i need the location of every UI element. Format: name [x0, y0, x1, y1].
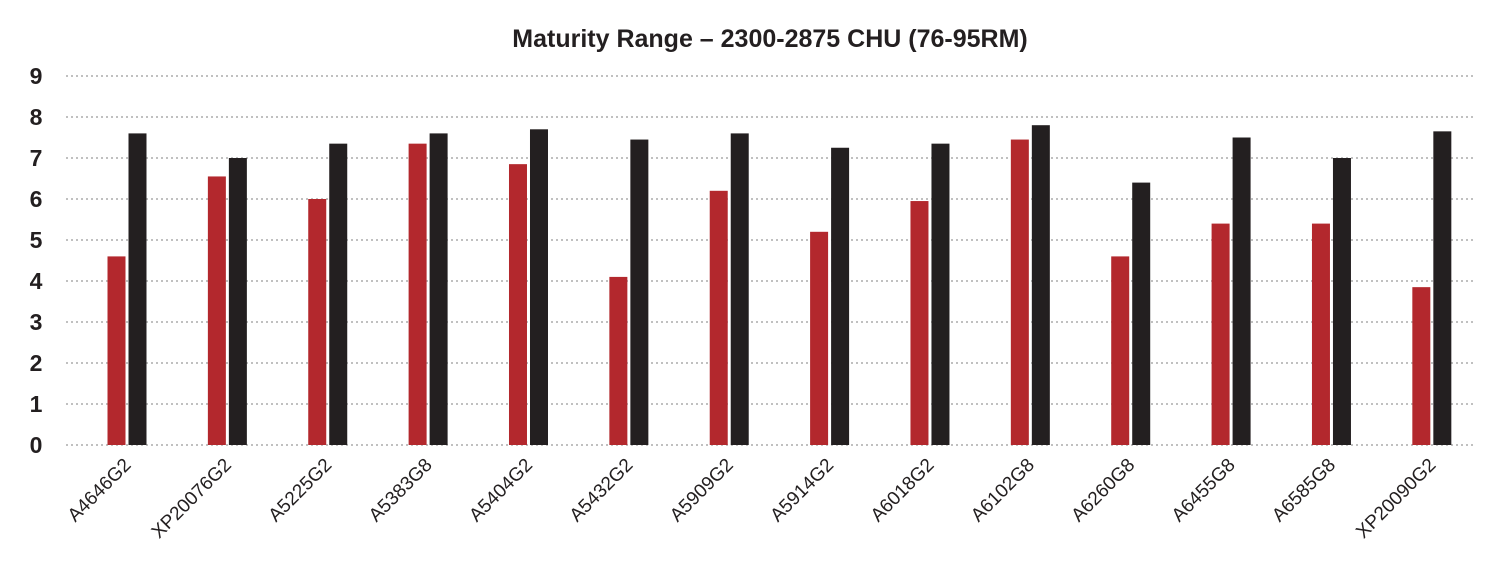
bar-series-2-a5383g8	[429, 133, 448, 445]
bar-series-2-xp20076g2	[228, 158, 247, 445]
bar-series-1-a5404g2	[508, 164, 527, 445]
bars	[107, 125, 1452, 446]
bar-series-2-a5404g2	[529, 129, 548, 446]
bar-series-1-a5383g8	[408, 143, 427, 445]
bar-series-2-a6455g8	[1232, 137, 1251, 445]
x-tick-label: XP20090G2	[1352, 455, 1440, 543]
x-tick-label: A4646G2	[64, 455, 136, 527]
bar-series-1-a5432g2	[609, 276, 628, 445]
y-tick-label: 9	[30, 63, 43, 89]
bar-series-1-a5914g2	[810, 231, 829, 445]
bar-series-1-xp20090g2	[1412, 287, 1431, 445]
x-tick-label: A5225G2	[265, 455, 337, 527]
x-tick-label: A6102G8	[967, 455, 1039, 527]
bar-series-1-a5909g2	[709, 190, 728, 445]
bar-series-2-a6102g8	[1031, 125, 1050, 445]
bar-series-2-a6260g8	[1132, 182, 1151, 445]
x-tick-label: A5404G2	[465, 455, 537, 527]
bar-series-2-a5909g2	[730, 133, 749, 445]
y-tick-label: 1	[30, 391, 43, 417]
bar-series-2-a5225g2	[329, 143, 348, 445]
bar-series-1-xp20076g2	[207, 176, 226, 445]
bar-series-2-a4646g2	[128, 133, 147, 445]
x-tick-label: A5432G2	[566, 455, 638, 527]
x-tick-label: A6455G8	[1168, 455, 1240, 527]
y-tick-label: 5	[30, 227, 43, 253]
bar-series-1-a6585g8	[1311, 223, 1330, 445]
bar-series-2-a6018g2	[931, 143, 950, 445]
bar-series-1-a6455g8	[1211, 223, 1230, 445]
x-tick-label: A6260G8	[1068, 455, 1140, 527]
bar-series-1-a6260g8	[1111, 256, 1130, 445]
bar-series-2-xp20090g2	[1433, 131, 1452, 445]
x-tick-label: A6018G2	[867, 455, 939, 527]
y-tick-label: 8	[30, 104, 43, 130]
bar-series-1-a4646g2	[107, 256, 126, 445]
y-tick-label: 7	[30, 145, 43, 171]
y-tick-label: 4	[30, 268, 43, 294]
x-tick-label: A5383G8	[365, 455, 437, 527]
bar-series-1-a5225g2	[308, 199, 327, 445]
y-tick-label: 0	[30, 432, 43, 458]
bar-series-2-a6585g8	[1332, 158, 1351, 445]
x-tick-label: XP20076G2	[148, 455, 236, 543]
bar-series-1-a6018g2	[910, 201, 929, 445]
bar-series-2-a5432g2	[630, 139, 649, 446]
grid-lines	[66, 75, 1475, 446]
x-tick-label: A5914G2	[767, 455, 839, 527]
x-tick-label: A5909G2	[666, 455, 738, 527]
bar-series-1-a6102g8	[1010, 139, 1029, 446]
x-tick-label: A6585G8	[1268, 455, 1340, 527]
chart-title: Maturity Range – 2300-2875 CHU (76-95RM)	[512, 25, 1027, 53]
x-axis-ticks: A4646G2 XP20076G2 A5225G2 A5383G8 A5404G2 A54…	[64, 455, 1440, 543]
y-axis-ticks: 0 1 2 3 4 5 6 7 8 9	[30, 63, 43, 458]
bar-series-2-a5914g2	[831, 147, 850, 445]
y-tick-label: 2	[30, 350, 43, 376]
y-tick-label: 6	[30, 186, 43, 212]
y-tick-label: 3	[30, 309, 43, 335]
